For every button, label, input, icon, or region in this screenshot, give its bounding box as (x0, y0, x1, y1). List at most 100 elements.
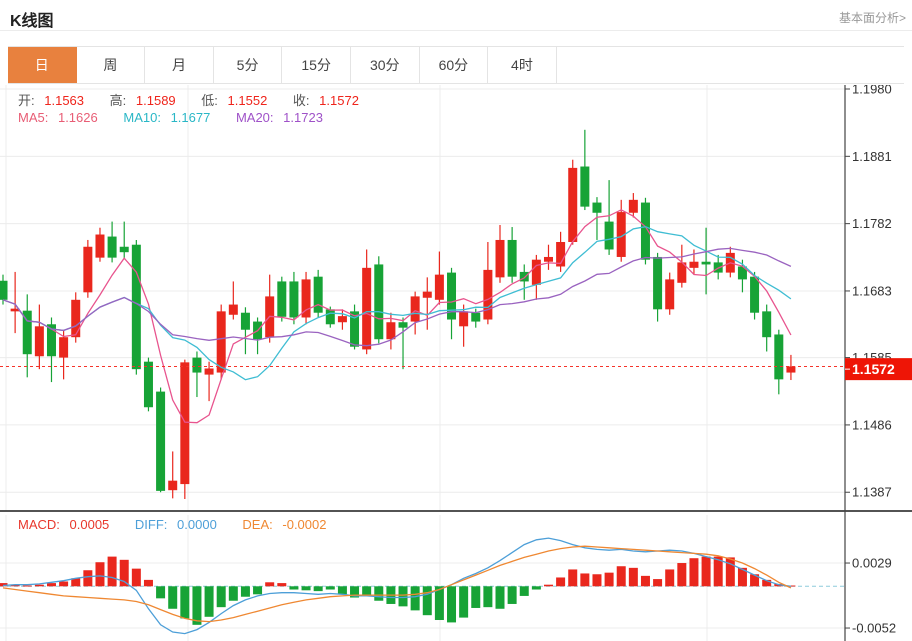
macd-bar[interactable] (168, 586, 178, 609)
macd-bar[interactable] (725, 557, 735, 587)
candle[interactable] (568, 167, 578, 242)
macd-bar[interactable] (531, 586, 541, 590)
candle[interactable] (180, 362, 190, 485)
tab-60min[interactable]: 60分 (419, 47, 489, 83)
macd-bar[interactable] (131, 568, 141, 587)
macd-bar[interactable] (180, 586, 190, 619)
candle[interactable] (386, 322, 396, 340)
macd-bar[interactable] (253, 586, 263, 595)
macd-bar[interactable] (665, 569, 675, 587)
candle[interactable] (556, 242, 566, 267)
macd-bar[interactable] (46, 583, 56, 587)
macd-bar[interactable] (156, 586, 166, 599)
macd-bar[interactable] (398, 586, 408, 607)
macd-bar[interactable] (216, 586, 226, 608)
tab-week[interactable]: 周 (76, 47, 146, 83)
candle[interactable] (653, 256, 663, 310)
macd-bar[interactable] (653, 579, 663, 587)
macd-bar[interactable] (10, 584, 20, 587)
macd-bar[interactable] (689, 558, 699, 587)
candle[interactable] (701, 261, 711, 265)
macd-bar[interactable] (265, 582, 275, 587)
candle[interactable] (737, 266, 747, 280)
macd-bar[interactable] (107, 556, 117, 587)
candle[interactable] (325, 309, 335, 325)
candle[interactable] (543, 256, 553, 262)
candle[interactable] (313, 276, 323, 313)
macd-bar[interactable] (713, 556, 723, 587)
macd-bar[interactable] (362, 586, 372, 596)
tab-month[interactable]: 月 (145, 47, 214, 83)
macd-bar[interactable] (750, 574, 760, 587)
candle[interactable] (143, 361, 153, 408)
macd-bar[interactable] (59, 581, 69, 587)
candle[interactable] (337, 316, 347, 323)
macd-bar[interactable] (71, 578, 81, 587)
candle[interactable] (531, 259, 541, 285)
candle[interactable] (22, 310, 32, 355)
macd-bar[interactable] (471, 586, 481, 608)
macd-bar[interactable] (568, 569, 578, 587)
macd-bar[interactable] (628, 567, 638, 587)
candle[interactable] (507, 239, 517, 277)
candle[interactable] (46, 324, 56, 357)
macd-bar[interactable] (519, 586, 529, 596)
macd-bar[interactable] (204, 586, 214, 617)
macd-bar[interactable] (143, 579, 153, 587)
macd-bar[interactable] (313, 586, 323, 592)
macd-bar[interactable] (580, 573, 590, 587)
candle[interactable] (131, 244, 141, 370)
candle[interactable] (495, 239, 505, 278)
candle[interactable] (156, 391, 166, 491)
candle[interactable] (519, 271, 529, 282)
macd-bar[interactable] (762, 579, 772, 587)
macd-bar[interactable] (604, 572, 614, 587)
candle[interactable] (447, 272, 457, 320)
candle[interactable] (750, 276, 760, 313)
candle[interactable] (580, 166, 590, 207)
tab-5min[interactable]: 5分 (213, 47, 283, 83)
candle[interactable] (762, 311, 772, 338)
macd-bar[interactable] (301, 586, 311, 591)
macd-bar[interactable] (350, 586, 360, 598)
candle[interactable] (119, 246, 129, 253)
tab-15min[interactable]: 15分 (282, 47, 351, 83)
macd-bar[interactable] (592, 574, 602, 587)
candle[interactable] (483, 269, 493, 320)
macd-bar[interactable] (422, 586, 432, 616)
candle[interactable] (192, 357, 202, 373)
candle[interactable] (0, 280, 8, 300)
candle[interactable] (95, 234, 105, 258)
candle[interactable] (71, 299, 81, 338)
macd-bar[interactable] (22, 585, 32, 587)
macd-bar[interactable] (289, 586, 299, 590)
candle[interactable] (204, 368, 214, 375)
macd-bar[interactable] (447, 586, 457, 623)
candle[interactable] (689, 261, 699, 268)
macd-bar[interactable] (325, 586, 335, 590)
candle[interactable] (422, 291, 432, 298)
candle[interactable] (434, 274, 444, 300)
macd-bar[interactable] (640, 575, 650, 587)
fundamental-analysis-link[interactable]: 基本面分析> (838, 11, 906, 25)
tab-30min[interactable]: 30分 (350, 47, 420, 83)
macd-bar[interactable] (374, 586, 384, 601)
candle[interactable] (350, 311, 360, 347)
macd-bar[interactable] (507, 586, 517, 604)
macd-bar[interactable] (737, 567, 747, 587)
candle[interactable] (83, 246, 93, 293)
macd-bar[interactable] (483, 586, 493, 608)
macd-bar[interactable] (83, 570, 93, 587)
candle[interactable] (59, 337, 69, 358)
kline-chart[interactable]: 1.19801.18811.17821.16831.15851.14861.13… (0, 85, 912, 641)
macd-bar[interactable] (95, 562, 105, 587)
candle[interactable] (640, 202, 650, 260)
macd-bar[interactable] (410, 586, 420, 611)
candle[interactable] (398, 322, 408, 328)
candle[interactable] (592, 202, 602, 213)
candle[interactable] (786, 366, 796, 373)
candle[interactable] (604, 221, 614, 250)
candle[interactable] (34, 326, 44, 357)
candle[interactable] (362, 267, 372, 350)
macd-bar[interactable] (434, 586, 444, 621)
